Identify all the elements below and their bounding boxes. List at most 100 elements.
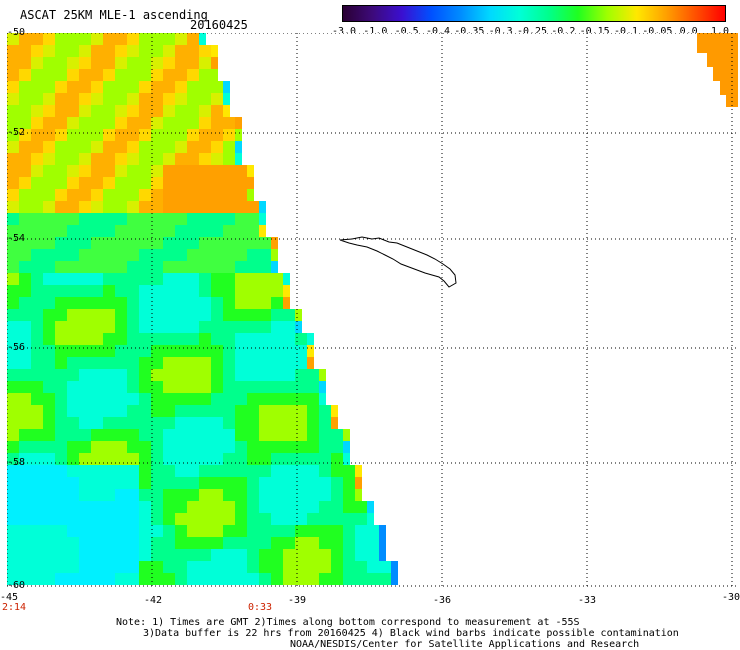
swath-cell [247,453,259,465]
swath-cell [271,381,283,393]
swath-cell [199,405,211,417]
colorbar-tick-label: -0.25 [516,26,548,37]
swath-cell [103,477,115,489]
swath-cell [283,333,295,345]
swath-cell [31,369,43,381]
swath-cell [271,321,283,333]
swath-cell [7,177,19,189]
swath-cell [67,309,79,321]
colorbar-tick-label: -0.1 [613,26,639,37]
swath-cell [199,45,211,57]
swath-cell [103,393,115,405]
swath-cell [127,381,139,393]
swath-cell [91,225,103,237]
note-credit: NOAA/NESDIS/Center for Satellite Applica… [290,639,640,650]
swath-cell [67,129,79,141]
swath-cell [7,33,19,45]
swath-cell [223,477,235,489]
swath-edge-cell [391,561,398,573]
swath-cell [55,45,67,57]
swath-cell [343,489,355,501]
swath-cell [19,405,31,417]
swath-cell [127,201,139,213]
swath-cell [271,465,283,477]
swath-cell [247,333,259,345]
swath-cell [55,201,67,213]
swath-cell [55,33,67,45]
swath-cell [175,285,187,297]
swath-cell [223,129,235,141]
swath-cell [331,501,343,513]
swath-cell [43,81,55,93]
swath-cell [139,405,151,417]
swath-cell [223,429,235,441]
swath-cell [127,261,139,273]
swath-cell [235,405,247,417]
swath-cell [55,129,67,141]
lat-label: -56 [7,342,26,353]
colorbar-tick-label: -0.2 [551,26,576,37]
swath-cell [91,237,103,249]
swath-cell [259,249,271,261]
swath-cell [115,309,127,321]
swath-cell [295,369,307,381]
swath-cell [31,69,43,81]
swath-cell [55,297,67,309]
swath-cell [67,177,79,189]
swath-cell [235,501,247,513]
swath-cell [19,489,31,501]
swath-cell [331,429,343,441]
swath-cell [163,261,175,273]
swath-cell [223,417,235,429]
swath-cell [211,453,223,465]
swath-cell [79,45,91,57]
swath-cell [79,129,91,141]
swath-cell [115,129,127,141]
swath-cell [259,285,271,297]
swath-cell [163,561,175,573]
swath-cell [115,69,127,81]
swath-cell [307,465,319,477]
swath-cell [163,321,175,333]
swath-cell [91,189,103,201]
swath-cell [199,57,211,69]
swath-cell [151,333,163,345]
swath-cell [247,465,259,477]
swath-cell [235,165,247,177]
swath-cell [151,117,163,129]
swath-edge-cell [319,381,326,393]
swath-cell [379,573,391,585]
swath-cell [67,525,79,537]
swath-cell [43,45,55,57]
swath-cell [127,525,139,537]
swath-cell [79,477,91,489]
swath-cell [127,237,139,249]
swath-cell [235,213,247,225]
swath-cell [199,513,211,525]
swath-cell [151,453,163,465]
swath-cell [43,93,55,105]
swath-cell [55,381,67,393]
swath-cell [175,321,187,333]
swath-cell [295,465,307,477]
swath-cell [163,45,175,57]
swath-cell [307,549,319,561]
swath-cell [67,105,79,117]
swath-cell [367,549,379,561]
swath-cell [139,453,151,465]
swath-cell [55,321,67,333]
swath-cell [127,333,139,345]
swath-cell [223,501,235,513]
swath-cell [271,309,283,321]
swath-cell [79,465,91,477]
swath-cell [139,489,151,501]
swath-cell [271,393,283,405]
swath-cell [223,285,235,297]
swath-cell [31,237,43,249]
swath-cell [91,489,103,501]
swath-cell [79,153,91,165]
swath-edge-cell [271,261,278,273]
swath-cell [115,93,127,105]
swath-cell [91,45,103,57]
swath-cell [79,165,91,177]
